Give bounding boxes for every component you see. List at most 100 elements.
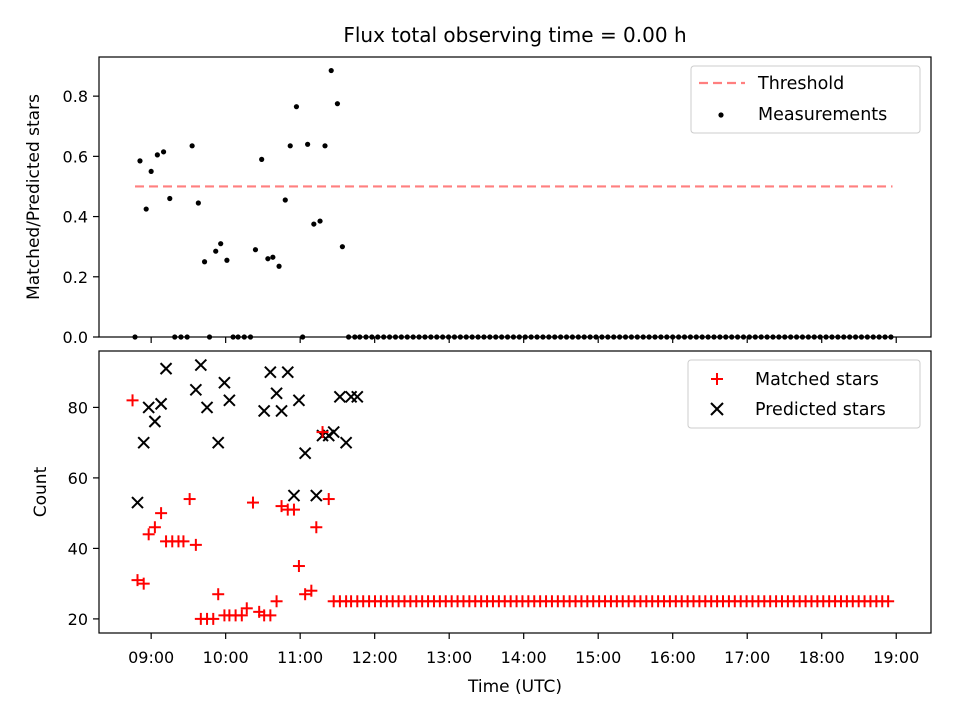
x-axis-label: Time (UTC) [467, 677, 562, 697]
measurement-point [259, 156, 265, 162]
measurement-point [293, 104, 300, 110]
predicted-star-point [257, 404, 271, 418]
predicted-star-point [223, 394, 236, 407]
measurement-point [265, 256, 271, 262]
predicted-star-point [189, 383, 203, 396]
x-tick-label: 19:00 [873, 648, 919, 667]
matched-star-point [177, 535, 190, 548]
measurement-point [305, 141, 311, 147]
predicted-star-point [194, 358, 208, 372]
measurement-point [213, 248, 219, 254]
matched-legend-swatch [711, 373, 723, 385]
bottom-y-ticks: 20 40 60 80 [68, 398, 99, 629]
measurement-point [282, 197, 288, 203]
matched-star-point [305, 584, 318, 597]
measurement-point [311, 221, 317, 227]
top-chart-title: Flux total observing time = 0.00 h [343, 23, 686, 47]
predicted-star-point [281, 365, 294, 379]
matched-star-point [212, 588, 225, 601]
measurement-point [334, 101, 341, 107]
measurement-point [201, 259, 208, 265]
matched-star-point [287, 503, 300, 516]
y-tick-label: 0.2 [63, 268, 88, 287]
measurements-legend-label: Measurements [758, 105, 887, 125]
measurement-point [143, 206, 149, 212]
y-tick-label: 0.6 [63, 147, 88, 166]
measurement-point [276, 263, 282, 269]
matched-star-point [207, 612, 220, 625]
predicted-star-point [137, 436, 150, 449]
predicted-star-point [148, 415, 162, 428]
measurement-point [189, 143, 195, 149]
top-panel: Flux total observing time = 0.00 h Match… [24, 23, 932, 347]
matched-star-point [240, 602, 253, 615]
predicted-star-point [298, 447, 312, 460]
predicted-star-point [142, 401, 155, 414]
matched-star-point [882, 595, 895, 608]
y-tick-label: 80 [68, 398, 88, 417]
matched-star-point [126, 394, 139, 407]
top-legend-box [690, 65, 921, 134]
bottom-panel: Count Time (UTC) 20 40 60 80 09:00 10:00 11:0… [31, 350, 932, 697]
predicted-star-point [351, 390, 364, 404]
predicted-star-point [292, 394, 306, 407]
matched-star-point [299, 588, 312, 601]
matched-star-point [292, 560, 305, 573]
bottom-y-axis-label: Count [31, 466, 51, 517]
matched-star-point [142, 528, 155, 541]
measurement-point [218, 241, 224, 247]
x-tick-label: 12:00 [352, 648, 398, 667]
predicted-star-point [333, 390, 347, 404]
measurement-point [224, 257, 230, 263]
matched-legend-label: Matched stars [755, 370, 879, 390]
measurement-point [137, 158, 143, 164]
predicted-star-point [327, 425, 340, 439]
matched-star-point [270, 595, 283, 608]
threshold-legend-label: Threshold [757, 74, 844, 94]
measurement-point [270, 254, 276, 260]
y-tick-label: 0.8 [63, 87, 88, 106]
predicted-star-point [310, 489, 323, 502]
matched-star-point [235, 609, 248, 622]
top-y-axis-label: Matched/Predicted stars [24, 94, 44, 300]
predicted-star-point [339, 436, 353, 449]
bottom-x-ticks: 09:00 10:00 11:00 12:00 13:00 14:00 15:00 16:00… [128, 633, 919, 667]
y-tick-label: 60 [68, 469, 88, 488]
matched-star-point [131, 574, 144, 587]
predicted-star-point [218, 376, 231, 389]
y-tick-label: 0.0 [63, 328, 88, 347]
predicted-legend-label: Predicted stars [755, 400, 886, 420]
matched-star-point [322, 493, 335, 506]
y-tick-label: 40 [68, 539, 88, 558]
predicted-star-point [154, 397, 168, 411]
bottom-plot-frame [98, 350, 932, 634]
measurement-point [252, 247, 259, 253]
matched-star-point [189, 538, 202, 551]
y-tick-label: 0.4 [63, 208, 88, 227]
measurements-legend-swatch [718, 112, 724, 118]
bottom-legend-box [687, 359, 921, 429]
measurement-point [167, 195, 173, 202]
matched-star-point [137, 577, 150, 590]
x-tick-label: 10:00 [203, 648, 249, 667]
x-tick-label: 13:00 [426, 648, 472, 667]
y-tick-label: 20 [68, 610, 88, 629]
measurement-point [322, 143, 328, 149]
predicted-star-point [270, 387, 283, 400]
predicted-stars-points [131, 358, 364, 509]
bottom-legend: Matched stars Predicted stars [687, 359, 921, 429]
x-tick-label: 09:00 [128, 648, 174, 667]
x-tick-label: 18:00 [799, 648, 845, 667]
predicted-star-point [131, 496, 144, 509]
x-tick-label: 16:00 [650, 648, 696, 667]
predicted-star-point [264, 365, 277, 379]
measurement-point [287, 143, 293, 149]
measurement-point [339, 244, 345, 250]
x-tick-label: 14:00 [501, 648, 547, 667]
x-tick-label: 11:00 [277, 648, 323, 667]
x-tick-label: 17:00 [724, 648, 770, 667]
measurement-point [328, 67, 334, 74]
matched-star-point [246, 496, 259, 509]
top-plot-frame [98, 56, 932, 338]
top-legend: Threshold Measurements [690, 65, 921, 134]
